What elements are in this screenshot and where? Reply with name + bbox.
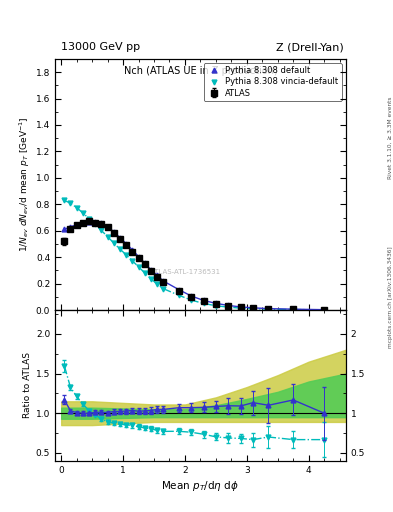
Text: Z (Drell-Yan): Z (Drell-Yan) [276, 42, 344, 52]
Pythia 8.308 default [238, 304, 243, 310]
Pythia 8.308 vincia-default [99, 227, 104, 233]
Pythia 8.308 vincia-default [74, 205, 79, 211]
Pythia 8.308 default [87, 219, 92, 225]
Pythia 8.308 default [189, 293, 193, 299]
Pythia 8.308 default [251, 305, 255, 311]
Pythia 8.308 vincia-default [155, 281, 160, 287]
Pythia 8.308 default [291, 306, 296, 312]
Pythia 8.308 default [176, 287, 181, 293]
Text: Nch (ATLAS UE in Z production): Nch (ATLAS UE in Z production) [123, 67, 277, 76]
Pythia 8.308 vincia-default [251, 306, 255, 312]
Pythia 8.308 default [266, 306, 271, 312]
Pythia 8.308 default [213, 300, 218, 306]
Pythia 8.308 vincia-default [118, 246, 122, 252]
Pythia 8.308 default [130, 247, 135, 253]
Pythia 8.308 default [74, 222, 79, 228]
Y-axis label: Ratio to ATLAS: Ratio to ATLAS [23, 352, 31, 418]
Pythia 8.308 default [68, 224, 73, 230]
Pythia 8.308 default [226, 303, 231, 309]
Line: Pythia 8.308 vincia-default: Pythia 8.308 vincia-default [62, 198, 327, 312]
Pythia 8.308 vincia-default [266, 306, 271, 312]
Text: 13000 GeV pp: 13000 GeV pp [61, 42, 140, 52]
Pythia 8.308 vincia-default [226, 304, 231, 310]
Pythia 8.308 default [62, 226, 67, 232]
X-axis label: Mean $p_T$/d$\eta$ d$\phi$: Mean $p_T$/d$\eta$ d$\phi$ [162, 479, 239, 493]
Pythia 8.308 default [93, 219, 97, 225]
Pythia 8.308 default [105, 224, 110, 230]
Pythia 8.308 vincia-default [87, 216, 92, 222]
Pythia 8.308 vincia-default [81, 210, 85, 216]
Pythia 8.308 vincia-default [68, 200, 73, 206]
Pythia 8.308 vincia-default [161, 286, 166, 292]
Pythia 8.308 default [118, 234, 122, 241]
Pythia 8.308 default [99, 220, 104, 226]
Pythia 8.308 default [201, 297, 206, 304]
Y-axis label: $1/N_{ev}$ $dN_{ev}$/d mean $p_T$ [GeV$^{-1}$]: $1/N_{ev}$ $dN_{ev}$/d mean $p_T$ [GeV$^… [17, 117, 31, 252]
Pythia 8.308 default [142, 260, 147, 266]
Pythia 8.308 vincia-default [322, 307, 327, 313]
Pythia 8.308 vincia-default [213, 303, 218, 309]
Pythia 8.308 default [161, 278, 166, 284]
Pythia 8.308 default [155, 272, 160, 279]
Pythia 8.308 default [149, 267, 153, 273]
Pythia 8.308 default [322, 307, 327, 313]
Pythia 8.308 default [81, 220, 85, 226]
Pythia 8.308 vincia-default [62, 197, 67, 203]
Pythia 8.308 vincia-default [112, 240, 116, 246]
Pythia 8.308 vincia-default [136, 264, 141, 270]
Pythia 8.308 vincia-default [149, 275, 153, 282]
Text: Rivet 3.1.10, ≥ 3.3M events: Rivet 3.1.10, ≥ 3.3M events [388, 97, 393, 180]
Pythia 8.308 vincia-default [238, 305, 243, 311]
Pythia 8.308 default [136, 253, 141, 260]
Pythia 8.308 vincia-default [142, 270, 147, 276]
Pythia 8.308 vincia-default [201, 301, 206, 307]
Legend: Pythia 8.308 default, Pythia 8.308 vincia-default, ATLAS: Pythia 8.308 default, Pythia 8.308 vinci… [204, 63, 342, 101]
Pythia 8.308 vincia-default [189, 297, 193, 303]
Text: ATLAS-ATL-1736531: ATLAS-ATL-1736531 [151, 269, 221, 275]
Pythia 8.308 vincia-default [105, 233, 110, 240]
Pythia 8.308 default [112, 229, 116, 235]
Pythia 8.308 vincia-default [124, 252, 129, 258]
Pythia 8.308 default [124, 241, 129, 247]
Pythia 8.308 vincia-default [291, 307, 296, 313]
Pythia 8.308 vincia-default [176, 292, 181, 298]
Text: mcplots.cern.ch [arXiv:1306.3436]: mcplots.cern.ch [arXiv:1306.3436] [388, 246, 393, 348]
Pythia 8.308 vincia-default [93, 221, 97, 227]
Pythia 8.308 vincia-default [130, 258, 135, 264]
Line: Pythia 8.308 default: Pythia 8.308 default [62, 219, 327, 312]
